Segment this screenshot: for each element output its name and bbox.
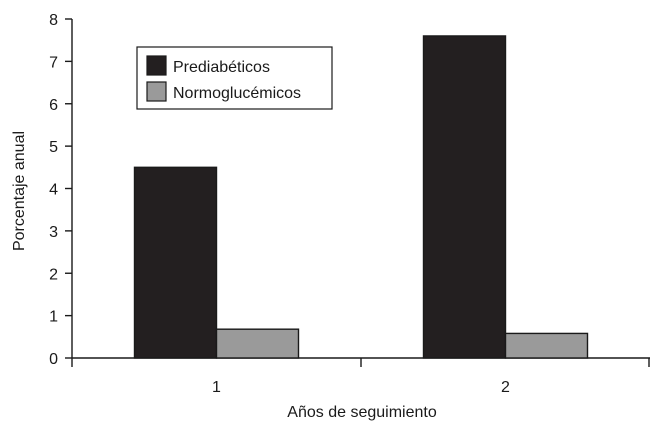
y-tick-label: 1 [49,309,58,326]
legend-label-2: Normoglucémicos [173,85,301,102]
legend-frame [136,46,333,110]
bar-series-2-category-1 [215,328,300,359]
bar-series-2-category-2 [504,332,589,359]
x-axis-label: Años de seguimiento [287,404,437,421]
legend-swatch-2 [146,81,167,102]
y-axis: 0 1 2 3 4 5 6 7 8 [49,12,73,368]
y-tick-label: 4 [49,182,58,199]
y-tick-label: 6 [49,97,58,114]
x-tick-label: 1 [212,379,221,396]
y-tick-label: 5 [49,139,58,156]
bars-group [133,35,589,359]
y-tick-label: 7 [49,54,58,71]
bar-series-1-category-1 [133,166,218,359]
y-axis-label: Porcentaje anual [11,131,28,251]
y-tick-label: 2 [49,266,58,283]
y-tick-label: 8 [49,12,58,29]
legend-label-1: Prediabéticos [173,59,270,76]
bar-series-1-category-2 [422,35,507,359]
legend: Prediabéticos Normoglucémicos [136,46,333,110]
x-tick-label: 2 [501,379,510,396]
legend-swatch-1 [146,55,167,76]
y-tick-label: 3 [49,224,58,241]
y-tick-label: 0 [49,351,58,368]
